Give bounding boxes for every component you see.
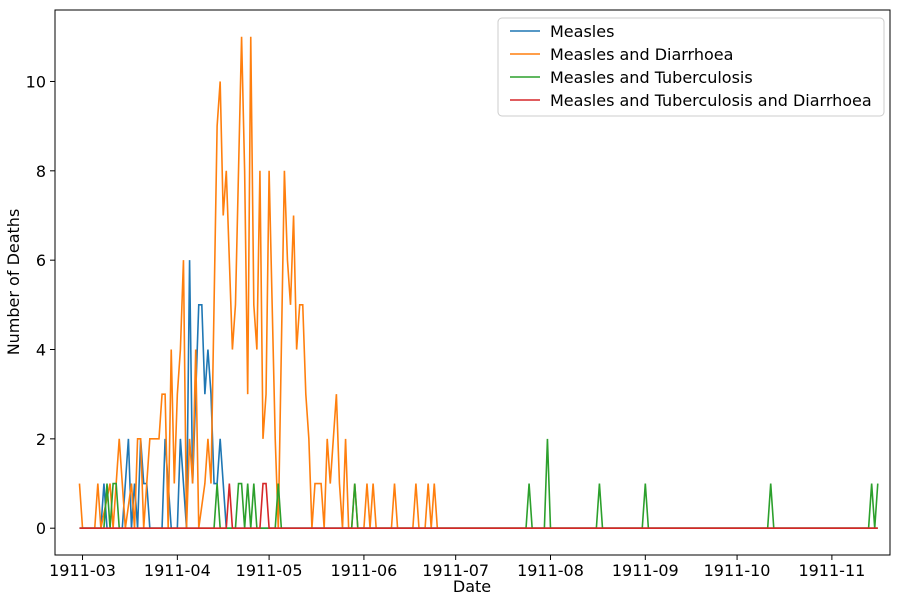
y-tick-label: 10: [26, 72, 46, 91]
legend-label-measles-diarrhoea: Measles and Diarrhoea: [550, 45, 733, 64]
y-tick-label: 8: [36, 162, 46, 181]
y-axis: 0 2 4 6 8 10: [26, 72, 55, 538]
legend-box: [497, 17, 885, 117]
y-axis-label: Number of Deaths: [4, 209, 23, 356]
legend-label-measles-tuberculosis: Measles and Tuberculosis: [550, 68, 753, 87]
legend-label-measles: Measles: [550, 22, 614, 41]
legend: Measles Measles and Diarrhoea Measles an…: [497, 17, 885, 117]
series-line-measles-and-tuberculosis-and-diarrhoea: [79, 482, 878, 529]
x-tick-label: 1911-04: [144, 561, 211, 580]
x-tick-label: 1911-09: [612, 561, 679, 580]
x-tick-label: 1911-05: [236, 561, 303, 580]
series-layer: [78, 36, 879, 529]
y-tick-label: 4: [36, 341, 46, 360]
y-tick-label: 2: [36, 430, 46, 449]
x-tick-label: 1911-08: [517, 561, 584, 580]
x-axis: 1911-03 1911-04 1911-05 1911-06 1911-07 1911-…: [49, 555, 865, 580]
x-tick-label: 1911-07: [422, 561, 489, 580]
x-axis-label: Date: [453, 577, 491, 596]
y-tick-label: 6: [36, 251, 46, 270]
plot-frame: [54, 9, 891, 556]
x-tick-label: 1911-11: [798, 561, 865, 580]
x-tick-label: 1911-06: [330, 561, 397, 580]
x-tick-label: 1911-10: [704, 561, 771, 580]
y-tick-label: 0: [36, 519, 46, 538]
legend-label-measles-tuberculosis-diarrhoea: Measles and Tuberculosis and Diarrhoea: [550, 91, 872, 110]
x-tick-label: 1911-03: [49, 561, 116, 580]
